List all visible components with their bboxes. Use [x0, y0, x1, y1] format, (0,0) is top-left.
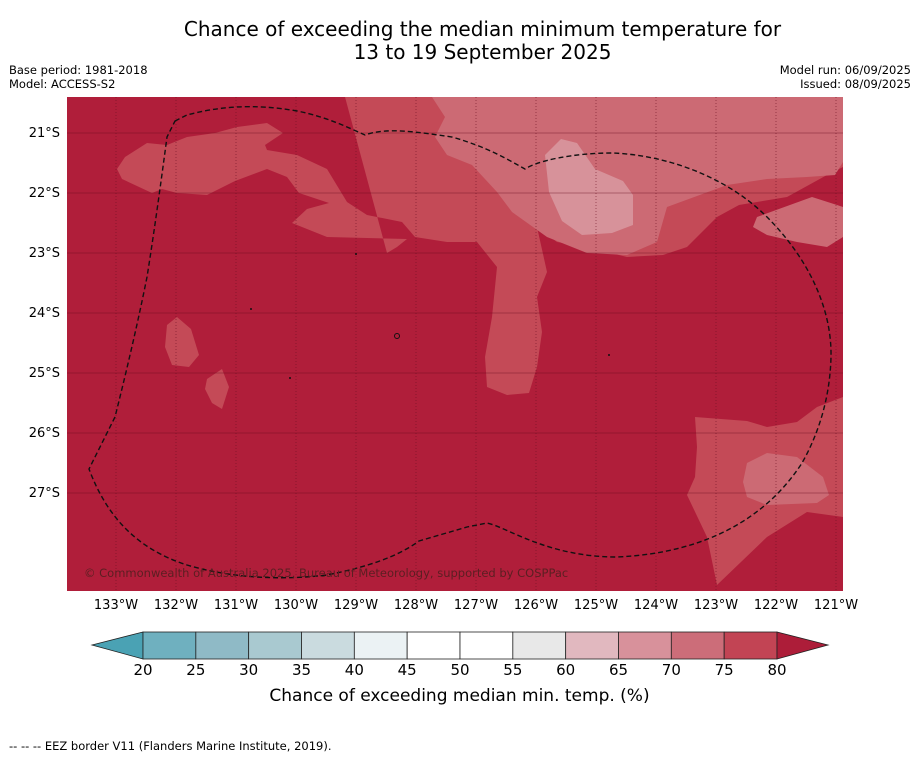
- colorbar-tick-label: 65: [608, 661, 629, 679]
- lon-label: 130°W: [273, 598, 319, 613]
- eez-border: [88, 105, 832, 579]
- meta-left: Base period: 1981-2018 Model: ACCESS-S2: [9, 63, 148, 91]
- region-65-70-center: [545, 139, 633, 235]
- colorbar-segment: [618, 631, 672, 660]
- lon-label: 125°W: [573, 598, 619, 613]
- lon-label: 121°W: [813, 598, 859, 613]
- lat-label: 24°S: [28, 306, 60, 321]
- region-75-80-west-1: [165, 317, 199, 367]
- colorbar-tick-label: 70: [661, 661, 681, 679]
- region-70-75-southeast: [743, 453, 829, 505]
- base-period-text: Base period: 1981-2018: [9, 63, 148, 77]
- colorbar-segment: [195, 631, 250, 660]
- colorbar-tick-label: 75: [714, 661, 734, 679]
- colorbar-label: Chance of exceeding median min. temp. (%…: [269, 686, 650, 706]
- colorbar-under-arrow: [90, 631, 144, 660]
- colorbar-tick-label: 35: [291, 661, 312, 679]
- lat-label: 21°S: [28, 126, 60, 141]
- title-line-2: 13 to 19 September 2025: [353, 40, 612, 64]
- island-marker: [289, 377, 291, 379]
- colorbar-tick-label: 45: [397, 661, 417, 679]
- lat-label: 23°S: [28, 246, 60, 261]
- region-70-75-north: [432, 97, 843, 255]
- colorbar-tick-label: 20: [133, 661, 153, 679]
- lon-label: 131°W: [213, 598, 259, 613]
- colorbar-segment: [512, 631, 567, 660]
- island-marker: [608, 354, 610, 356]
- island-marker: [394, 333, 400, 339]
- lon-label: 129°W: [333, 598, 379, 613]
- colorbar-over-arrow: [776, 631, 830, 660]
- colorbar-tick-label: 25: [186, 661, 206, 679]
- lon-gridlines: [115, 97, 837, 591]
- chart-title: Chance of exceeding the median minimum t…: [0, 18, 919, 64]
- lon-label: 127°W: [453, 598, 499, 613]
- lat-label: 22°S: [28, 186, 60, 201]
- map-panel: [67, 97, 843, 591]
- copyright-credit: © Commonwealth of Australia 2025, Bureau…: [84, 566, 569, 580]
- colorbar-segment: [142, 631, 197, 660]
- model-run-text: Model run: 06/09/2025: [779, 63, 911, 77]
- island-marker: [355, 253, 357, 255]
- issued-text: Issued: 08/09/2025: [800, 77, 911, 91]
- lat-label: 25°S: [28, 366, 60, 381]
- colorbar-segment: [723, 631, 778, 660]
- region-70-75-east: [753, 197, 843, 247]
- colorbar-tick-label: 55: [503, 661, 523, 679]
- title-line-1: Chance of exceeding the median minimum t…: [183, 17, 782, 41]
- colorbar-segment: [353, 631, 408, 660]
- model-text: Model: ACCESS-S2: [9, 77, 116, 91]
- lon-label: 123°W: [693, 598, 739, 613]
- colorbar-segment: [459, 631, 514, 660]
- colorbar-segment: [406, 631, 461, 660]
- lon-label: 122°W: [753, 598, 799, 613]
- lon-label: 126°W: [513, 598, 559, 613]
- colorbar-tick-label: 60: [556, 661, 576, 679]
- colorbar-tick-label: 80: [767, 661, 787, 679]
- colorbar-tick-label: 30: [239, 661, 259, 679]
- lat-label: 27°S: [28, 486, 60, 501]
- region-75-80-west-2: [205, 369, 229, 409]
- island-marker: [250, 308, 252, 310]
- lon-label: 132°W: [153, 598, 199, 613]
- colorbar-tick-label: 50: [450, 661, 470, 679]
- colorbar-segment: [565, 631, 619, 660]
- lon-label: 128°W: [393, 598, 439, 613]
- eez-footnote: -- -- -- EEZ border V11 (Flanders Marine…: [9, 739, 332, 753]
- probability-map: [67, 97, 843, 591]
- lon-label: 124°W: [633, 598, 679, 613]
- colorbar-segment: [301, 631, 355, 660]
- lon-label: 133°W: [93, 598, 139, 613]
- colorbar-segment: [248, 631, 302, 660]
- colorbar-segment: [670, 631, 725, 660]
- lat-label: 26°S: [28, 426, 60, 441]
- meta-right: Model run: 06/09/2025 Issued: 08/09/2025: [780, 63, 911, 91]
- colorbar: [90, 631, 830, 661]
- colorbar-svg: [90, 631, 830, 660]
- colorbar-tick-label: 40: [344, 661, 364, 679]
- lat-gridlines: [67, 132, 843, 494]
